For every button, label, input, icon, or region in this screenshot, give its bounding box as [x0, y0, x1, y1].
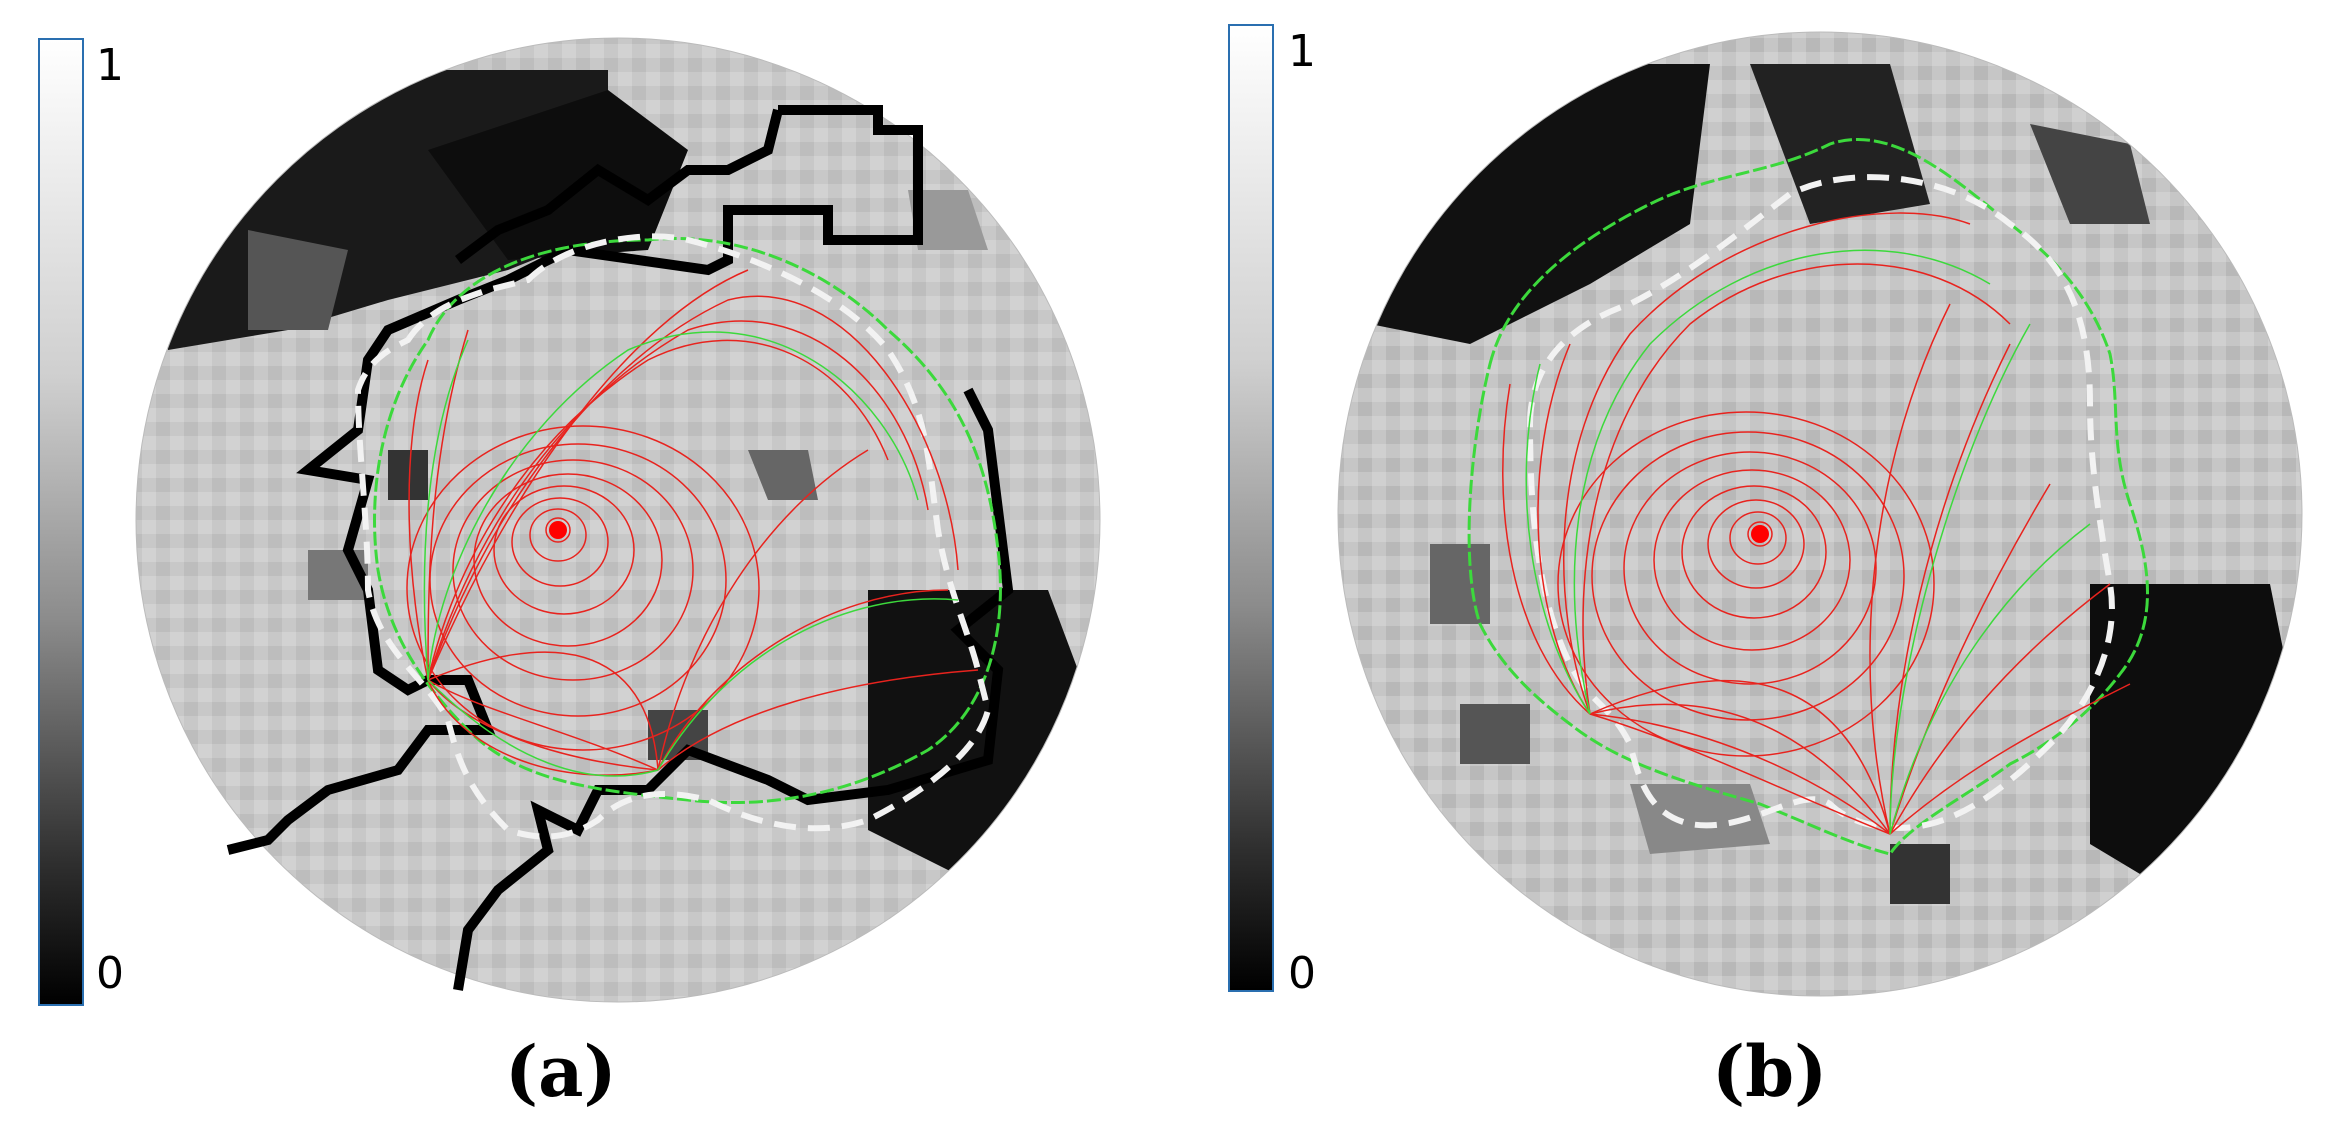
colorbar-b-max-label: 1	[1288, 26, 1316, 77]
panel-a-streamlines	[406, 269, 979, 776]
panel-b-grayscale-field	[1338, 32, 2302, 996]
panel-b-streamlines-green	[1525, 249, 2091, 835]
colorbar-b-min-label: 0	[1288, 948, 1316, 999]
panel-a-center-marker	[549, 521, 567, 539]
colorbar-a-max-label: 1	[96, 40, 124, 91]
panel-b-white-dashed-contour	[1526, 174, 2115, 831]
panel-a-caption: (a)	[505, 1030, 617, 1113]
panel-a-streamlines-green	[423, 331, 959, 777]
panel-b-caption: (b)	[1712, 1030, 1828, 1113]
panel-a-white-dashed-contour	[354, 233, 992, 840]
colorbar-b	[1228, 24, 1274, 992]
panel-b-image	[1337, 31, 2303, 997]
colorbar-a	[38, 38, 84, 1006]
panel-b-center-marker	[1751, 525, 1769, 543]
panel-b-green-boundary	[1467, 138, 2149, 856]
panel-a-green-boundary	[373, 236, 1002, 805]
panel-b-streamlines	[1502, 212, 2131, 835]
colorbar-a-min-label: 0	[96, 948, 124, 999]
panel-a-image	[135, 37, 1101, 1003]
